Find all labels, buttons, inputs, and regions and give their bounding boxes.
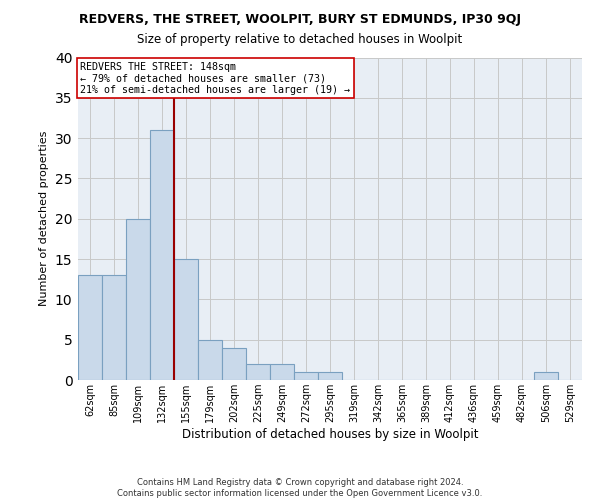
Bar xyxy=(534,372,558,380)
Bar xyxy=(246,364,270,380)
Bar xyxy=(222,348,246,380)
Text: REDVERS THE STREET: 148sqm
← 79% of detached houses are smaller (73)
21% of semi: REDVERS THE STREET: 148sqm ← 79% of deta… xyxy=(80,62,350,94)
Text: Contains HM Land Registry data © Crown copyright and database right 2024.
Contai: Contains HM Land Registry data © Crown c… xyxy=(118,478,482,498)
Bar xyxy=(126,219,150,380)
Bar xyxy=(318,372,342,380)
Bar xyxy=(78,275,102,380)
Bar xyxy=(270,364,294,380)
Text: Size of property relative to detached houses in Woolpit: Size of property relative to detached ho… xyxy=(137,32,463,46)
Bar xyxy=(174,259,198,380)
Y-axis label: Number of detached properties: Number of detached properties xyxy=(39,131,49,306)
Text: REDVERS, THE STREET, WOOLPIT, BURY ST EDMUNDS, IP30 9QJ: REDVERS, THE STREET, WOOLPIT, BURY ST ED… xyxy=(79,12,521,26)
Bar xyxy=(294,372,318,380)
X-axis label: Distribution of detached houses by size in Woolpit: Distribution of detached houses by size … xyxy=(182,428,478,441)
Bar xyxy=(102,275,126,380)
Bar xyxy=(198,340,222,380)
Bar xyxy=(150,130,174,380)
